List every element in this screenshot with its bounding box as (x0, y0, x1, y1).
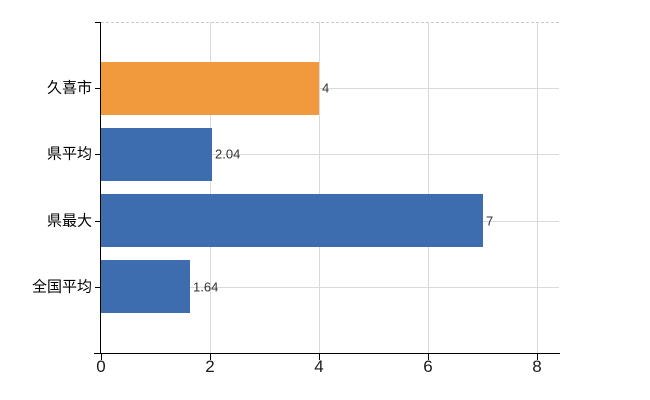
x-tick-label: 6 (423, 357, 433, 376)
bar-value-label: 2.04 (215, 146, 241, 162)
bar-value-label: 4 (322, 80, 330, 96)
bar-県平均 (101, 128, 212, 181)
y-axis-tick (95, 154, 101, 155)
bar-全国平均 (101, 260, 190, 313)
gridline-vertical (319, 22, 320, 353)
x-axis-tick (210, 354, 211, 360)
gridline-horizontal (101, 287, 559, 288)
x-tick-label: 8 (532, 357, 542, 376)
x-axis-tick (101, 354, 102, 360)
bar-県最大 (101, 194, 483, 247)
y-axis-tick (95, 88, 101, 89)
plot-area: 4 2.04 7 1.64 (101, 22, 559, 353)
gridline-vertical (210, 22, 211, 353)
bar-久喜市 (101, 62, 319, 115)
y-axis-tick (95, 287, 101, 288)
x-axis-line (94, 353, 560, 354)
category-label: 県平均 (46, 145, 92, 163)
x-tick-label: 4 (314, 357, 324, 376)
x-axis-tick (428, 354, 429, 360)
x-axis-tick (319, 354, 320, 360)
gridline-vertical (537, 22, 538, 353)
y-axis-end-tick (95, 22, 101, 23)
y-axis-tick (95, 221, 101, 222)
bar-value-label: 1.64 (193, 279, 219, 295)
x-tick-label: 0 (96, 357, 106, 376)
bar-value-label: 7 (486, 213, 494, 229)
plot-top-dashed-border (101, 22, 559, 23)
gridline-vertical (428, 22, 429, 353)
x-tick-label: 2 (205, 357, 215, 376)
gridline-horizontal (101, 154, 559, 155)
category-label: 県最大 (46, 212, 92, 230)
gridline-horizontal (101, 88, 559, 89)
y-axis-line (100, 22, 101, 354)
category-label: 全国平均 (31, 278, 92, 296)
category-label: 久喜市 (46, 79, 92, 97)
x-axis-tick (537, 354, 538, 360)
